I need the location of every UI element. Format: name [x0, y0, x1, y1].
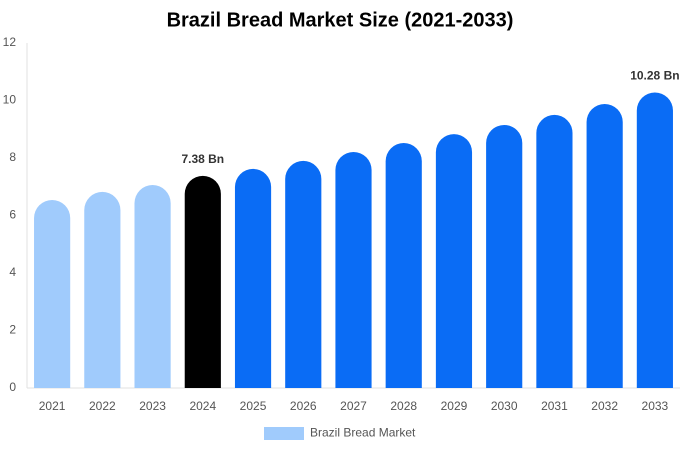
data-label: 10.28 Bn — [630, 69, 679, 83]
bar — [536, 114, 573, 389]
bar — [234, 168, 272, 388]
y-tick-label: 0 — [9, 380, 16, 394]
x-tick-label: 2025 — [240, 399, 267, 413]
x-tick-label: 2027 — [340, 399, 367, 413]
bar — [184, 175, 221, 388]
bar — [84, 191, 121, 388]
y-tick-label: 8 — [9, 150, 16, 164]
x-tick-label: 2023 — [139, 399, 166, 413]
y-tick-label: 2 — [9, 323, 16, 337]
y-tick-label: 6 — [9, 208, 16, 222]
bar — [486, 124, 523, 388]
legend-label: Brazil Bread Market — [310, 426, 416, 440]
x-tick-label: 2032 — [591, 399, 618, 413]
x-tick-label: 2021 — [39, 399, 66, 413]
bar — [285, 160, 322, 388]
legend-swatch — [264, 427, 304, 440]
y-tick-label: 10 — [3, 93, 17, 107]
y-tick-label: 12 — [3, 35, 17, 49]
bar — [586, 103, 623, 388]
x-tick-label: 2030 — [491, 399, 518, 413]
x-tick-label: 2029 — [441, 399, 468, 413]
x-tick-label: 2024 — [189, 399, 216, 413]
x-tick-label: 2031 — [541, 399, 568, 413]
bar — [335, 151, 372, 388]
x-tick-label: 2022 — [89, 399, 116, 413]
bar — [134, 185, 171, 388]
data-label: 7.38 Bn — [181, 152, 224, 166]
bar — [636, 92, 673, 388]
x-tick-label: 2033 — [642, 399, 669, 413]
x-tick-label: 2026 — [290, 399, 317, 413]
bar — [34, 199, 71, 388]
bar — [385, 143, 422, 388]
x-tick-label: 2028 — [390, 399, 417, 413]
chart-title: Brazil Bread Market Size (2021-2033) — [167, 9, 514, 31]
bar — [435, 134, 473, 388]
y-tick-label: 4 — [9, 265, 16, 279]
